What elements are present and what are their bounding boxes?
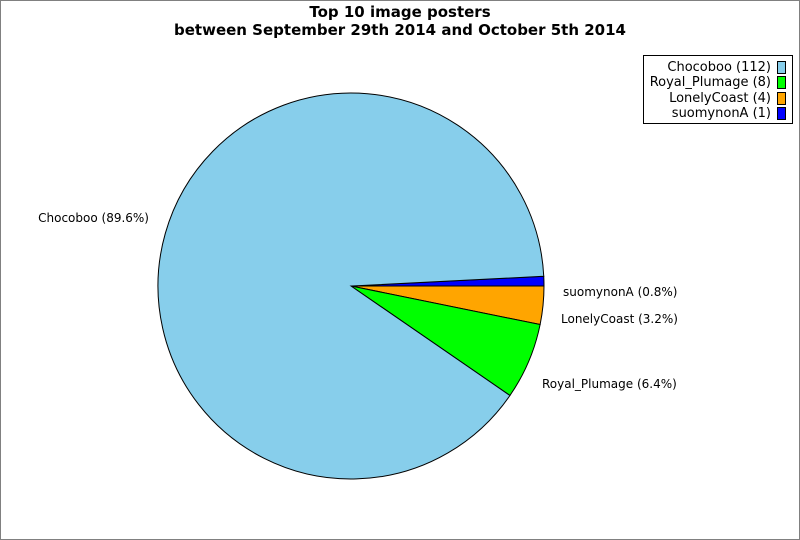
- legend-item-lonelycoast: LonelyCoast (4): [669, 90, 786, 106]
- legend-swatch: [777, 60, 786, 74]
- legend-label: Royal_Plumage (8): [649, 75, 771, 90]
- slice-label-suomynona: suomynonA (0.8%): [563, 285, 677, 299]
- legend-swatch: [777, 76, 786, 89]
- legend-label: LonelyCoast (4): [669, 90, 771, 106]
- legend-label: suomynonA (1): [671, 106, 771, 121]
- legend-item-chocoboo: Chocoboo (112): [667, 59, 786, 75]
- slice-label-lonelycoast: LonelyCoast (3.2%): [561, 312, 678, 326]
- legend: Chocoboo (112) Royal_Plumage (8) LonelyCoa…: [643, 55, 793, 124]
- pie-slice-chocoboo: [157, 92, 545, 480]
- legend-swatch: [777, 107, 786, 120]
- chart-title-line2: between September 29th 2014 and October …: [174, 21, 626, 39]
- legend-label: Chocoboo (112): [667, 59, 771, 75]
- slice-label-royal-plumage: Royal_Plumage (6.4%): [542, 377, 677, 391]
- chart-title-line1: Top 10 image posters: [309, 3, 491, 21]
- legend-item-suomynona: suomynonA (1): [672, 106, 786, 122]
- legend-item-royal-plumage: Royal_Plumage (8): [650, 75, 786, 91]
- slice-label-chocoboo: Chocoboo (89.6%): [38, 211, 149, 225]
- legend-swatch: [777, 91, 786, 105]
